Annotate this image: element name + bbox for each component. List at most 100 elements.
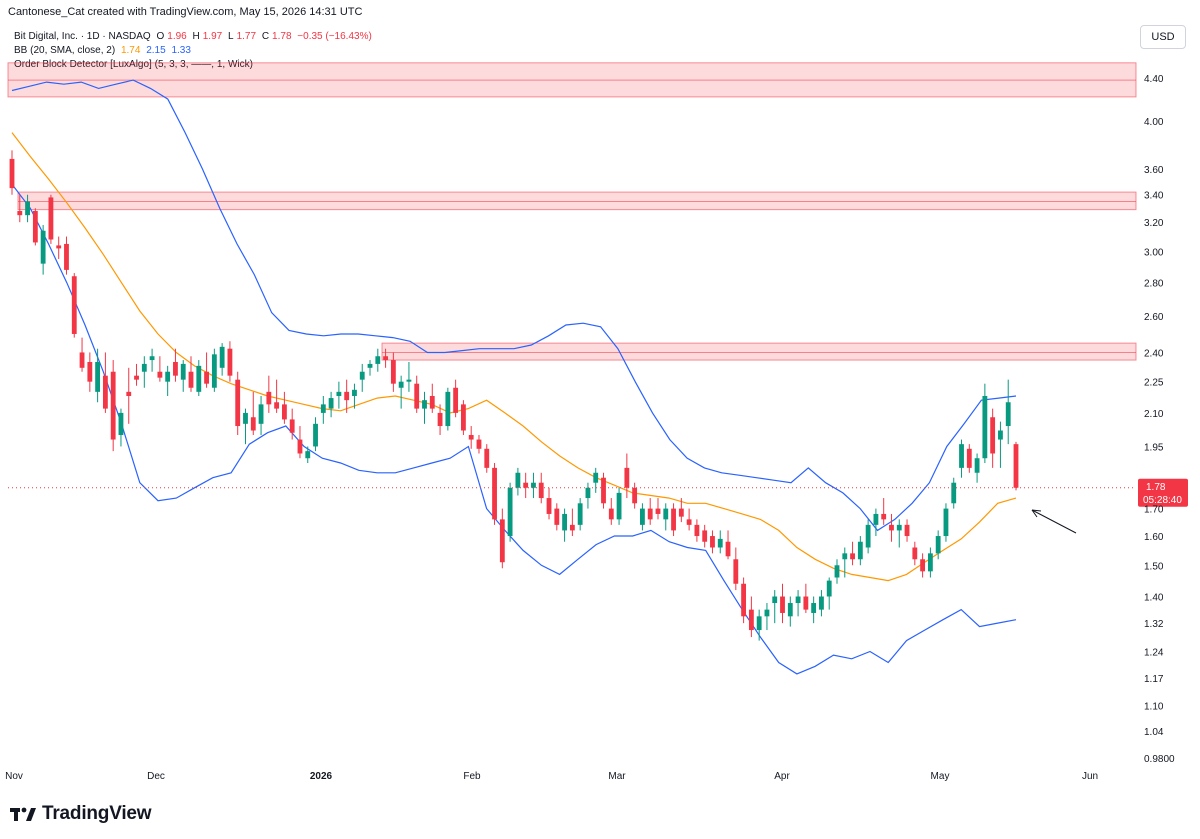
y-axis-tick-label: 3.40 xyxy=(1144,191,1164,202)
symbol-name[interactable]: Bit Digital, Inc. · 1D · NASDAQ xyxy=(14,31,151,42)
low-value: 1.77 xyxy=(236,31,257,42)
candle-up xyxy=(95,361,101,392)
candle-up xyxy=(422,400,427,409)
candle-down xyxy=(56,245,62,249)
candle-down xyxy=(17,211,23,216)
tradingview-logo[interactable]: TradingView xyxy=(10,803,152,825)
order-block-label: Order Block Detector [LuxAlgo] (5, 3, 3,… xyxy=(14,59,253,70)
candle-down xyxy=(850,553,855,560)
x-axis-tick-label: Dec xyxy=(147,771,165,782)
candle-up xyxy=(577,503,583,525)
candle-up xyxy=(982,395,988,459)
candle-down xyxy=(71,276,77,334)
y-axis-tick-label: 1.70 xyxy=(1144,505,1164,516)
bb-lower-line xyxy=(11,183,1017,675)
y-axis-tick-label: 1.04 xyxy=(1144,727,1164,738)
candle-down xyxy=(32,211,38,243)
candle-down xyxy=(694,524,700,537)
candle-down xyxy=(383,356,388,361)
candle-up xyxy=(367,363,373,368)
last-price-tag xyxy=(1138,478,1188,507)
candle-down xyxy=(79,352,85,368)
candle-down xyxy=(741,583,747,617)
candle-up xyxy=(927,553,933,572)
candle-down xyxy=(157,371,163,378)
y-axis-tick-label: 2.40 xyxy=(1144,348,1164,359)
candle-up xyxy=(593,472,599,483)
candle-up xyxy=(118,412,124,436)
candle-up xyxy=(585,487,591,499)
candle-up xyxy=(959,444,964,468)
candle-up xyxy=(663,508,669,520)
candle-down xyxy=(912,547,918,560)
y-axis-tick-label: 2.25 xyxy=(1144,378,1164,389)
candle-up xyxy=(398,381,404,388)
x-axis-tick-label: Nov xyxy=(5,771,23,782)
candle-down xyxy=(671,508,676,531)
candle-down xyxy=(632,487,638,504)
x-axis-tick-label: Mar xyxy=(608,771,626,782)
y-axis-tick-label: 4.00 xyxy=(1144,117,1164,128)
candle-up xyxy=(243,412,248,424)
candle-down xyxy=(554,508,560,525)
candle-up xyxy=(935,536,941,554)
candle-up xyxy=(1005,402,1011,427)
annotation-arrow-head xyxy=(1031,509,1042,518)
candle-up xyxy=(717,538,723,548)
chart-byline: Cantonese_Cat created with TradingView.c… xyxy=(8,6,363,18)
last-price-countdown: 05:28:40 xyxy=(1143,495,1182,506)
candle-up xyxy=(772,596,778,604)
candle-up xyxy=(857,541,863,560)
candle-down xyxy=(733,559,739,584)
candle-down xyxy=(460,404,466,431)
candle-up xyxy=(531,482,536,488)
order-block-legend[interactable]: Order Block Detector [LuxAlgo] (5, 3, 3,… xyxy=(14,59,256,70)
candle-down xyxy=(608,508,614,520)
candle-up xyxy=(640,508,645,525)
candle-up xyxy=(375,356,381,364)
candle-down xyxy=(538,482,544,499)
candle-up xyxy=(811,603,817,613)
candle-down xyxy=(881,513,887,520)
candle-down xyxy=(297,439,303,454)
y-axis-tick-label: 1.10 xyxy=(1144,702,1164,713)
last-price-value: 1.78 xyxy=(1146,482,1166,493)
tradingview-wordmark: TradingView xyxy=(42,803,152,824)
candle-down xyxy=(9,158,15,189)
candle-down xyxy=(414,383,420,409)
open-label: O xyxy=(156,31,165,42)
candle-up xyxy=(951,482,957,504)
candle-up xyxy=(180,363,186,380)
bb-upper-line xyxy=(11,79,1017,532)
candle-down xyxy=(87,361,93,382)
y-axis-tick-label: 3.20 xyxy=(1144,218,1164,229)
candle-up xyxy=(756,616,762,631)
low-label: L xyxy=(228,31,234,42)
candle-up xyxy=(819,596,824,610)
candle-down xyxy=(429,395,435,409)
candle-down xyxy=(227,348,233,376)
candle-up xyxy=(998,430,1003,440)
candle-down xyxy=(686,519,692,525)
candle-down xyxy=(678,508,684,517)
candle-up xyxy=(795,596,801,604)
candle-down xyxy=(655,508,661,514)
candle-down xyxy=(601,477,606,504)
y-axis-tick-label: 2.10 xyxy=(1144,409,1164,420)
currency-button[interactable]: USD xyxy=(1140,25,1186,49)
bb-basis-value: 1.74 xyxy=(120,45,141,56)
candle-down xyxy=(1013,444,1019,488)
bb-legend[interactable]: BB (20, SMA, close, 2) 1.74 2.15 1.33 xyxy=(14,45,194,56)
candle-up xyxy=(320,404,326,413)
candle-down xyxy=(725,541,731,557)
candle-up xyxy=(305,451,311,459)
candle-down xyxy=(126,391,132,396)
candle-down xyxy=(484,448,490,468)
y-axis-tick-label: 1.32 xyxy=(1144,619,1164,630)
annotation-arrow xyxy=(1031,509,1077,534)
candle-up xyxy=(196,365,202,392)
candle-down xyxy=(134,375,139,380)
y-axis-tick-label: 3.00 xyxy=(1144,247,1164,258)
y-axis-tick-label: 1.50 xyxy=(1144,561,1164,572)
